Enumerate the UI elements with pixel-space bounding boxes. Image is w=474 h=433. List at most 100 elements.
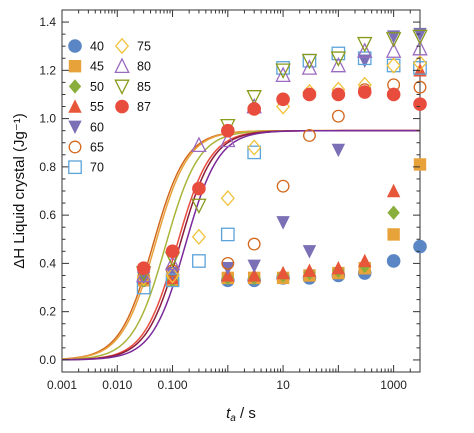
- x-tick-label: 0.010: [102, 378, 132, 392]
- y-tick-label: 0.2: [39, 305, 56, 319]
- data-point-85: [191, 198, 207, 215]
- x-axis-label-main: t: [226, 405, 231, 422]
- data-point-80: [164, 254, 181, 271]
- data-point-75: [247, 139, 262, 156]
- fit-curve: [61, 129, 420, 360]
- data-point-87: [192, 181, 206, 196]
- legend-marker-60: [68, 120, 82, 134]
- data-point-70: [192, 254, 206, 268]
- y-tick-label: 1.4: [39, 15, 56, 29]
- data-point-80: [191, 136, 207, 152]
- data-point-75: [165, 267, 180, 284]
- x-axis-label: ta / s: [226, 405, 256, 424]
- data-point-55: [331, 261, 346, 275]
- y-tick-label: 0.0: [39, 353, 56, 367]
- data-point-60: [247, 259, 261, 274]
- data-point-80: [385, 42, 402, 58]
- x-tick-label: 1000: [380, 378, 407, 392]
- y-tick-label: 1.0: [39, 112, 56, 126]
- data-point-55: [358, 253, 372, 268]
- legend-marker-45: [68, 60, 82, 73]
- x-tick-label: 10: [276, 378, 290, 392]
- data-point-40: [413, 239, 427, 254]
- data-point-80: [301, 59, 318, 75]
- data-point-87: [357, 85, 372, 99]
- legend-marker-87: [115, 99, 129, 114]
- data-point-85: [330, 51, 347, 67]
- data-point-55: [302, 263, 317, 277]
- legend-label: 40: [90, 40, 104, 54]
- x-tick-label: 0.001: [47, 378, 77, 392]
- data-point-87: [221, 123, 235, 138]
- data-point-80: [220, 131, 236, 148]
- data-point-40: [386, 254, 401, 268]
- legend: 40 45 50 55 60 65 70 75 80 85 87: [68, 37, 151, 175]
- data-point-60: [276, 216, 290, 230]
- data-point-87: [247, 102, 261, 116]
- legend-marker-65: [68, 140, 82, 154]
- fit-curve: [61, 129, 420, 361]
- data-point-70: [247, 145, 262, 160]
- data-point-55: [247, 268, 261, 282]
- legend-label: 85: [137, 80, 151, 94]
- data-point-85: [301, 53, 318, 70]
- data-point-75: [386, 57, 401, 74]
- data-point-87: [276, 92, 290, 107]
- data-point-65: [221, 256, 235, 270]
- data-point-85: [275, 63, 291, 79]
- data-point-70: [165, 273, 180, 288]
- fit-curves: [61, 129, 420, 361]
- data-point-60: [302, 245, 317, 259]
- data-point-70: [386, 58, 401, 73]
- legend-label: 55: [90, 100, 104, 114]
- data-point-87: [136, 261, 151, 276]
- data-point-85: [412, 29, 428, 46]
- data-point-80: [275, 66, 291, 83]
- data-point-55: [386, 183, 401, 198]
- data-point-65: [413, 80, 427, 94]
- data-point-45: [413, 158, 427, 171]
- data-point-80: [330, 56, 347, 73]
- data-point-85: [385, 32, 402, 48]
- data-point-45: [387, 228, 400, 241]
- x-tick-label: 0.100: [158, 378, 188, 392]
- data-point-87: [302, 87, 317, 102]
- data-point-65: [247, 237, 261, 251]
- legend-label: 50: [90, 80, 104, 94]
- legend-marker-70: [68, 160, 82, 175]
- x-axis-label-sub: a: [230, 413, 236, 424]
- data-point-70: [413, 61, 427, 75]
- data-point-70: [276, 61, 290, 75]
- legend-marker-80: [114, 57, 130, 74]
- legend-label: 60: [90, 120, 104, 134]
- data-point-87: [413, 97, 427, 111]
- fit-curve: [61, 129, 420, 361]
- data-point-80: [412, 39, 428, 56]
- data-point-87: [386, 87, 401, 102]
- fit-curve: [61, 129, 420, 360]
- data-point-85: [246, 90, 262, 106]
- data-point-60: [358, 54, 372, 68]
- legend-label: 87: [137, 100, 151, 114]
- legend-marker-75: [114, 37, 130, 55]
- y-tick-label: 0.4: [39, 256, 56, 270]
- legend-label: 75: [137, 40, 151, 54]
- y-tick-label: 0.8: [39, 160, 56, 174]
- y-tick-label: 1.2: [39, 63, 56, 77]
- legend-marker-50: [68, 79, 82, 94]
- axis-ticks: 0.001 0.010 0.100 10 1000 0.0 0.2 0.4 0.6 0.8 1.0 1…: [39, 10, 421, 392]
- y-axis-label: ΔH Liquid crystal (Jg⁻¹): [11, 113, 28, 268]
- legend-marker-85: [114, 79, 130, 96]
- data-point-65: [331, 109, 345, 123]
- legend-marker-40: [68, 39, 82, 53]
- fit-curve: [61, 129, 420, 361]
- data-point-50: [387, 205, 400, 220]
- data-point-87: [165, 244, 180, 259]
- data-point-85: [356, 36, 373, 53]
- fit-curve: [61, 129, 420, 361]
- data-point-75: [191, 228, 206, 246]
- x-axis-label-unit: / s: [236, 405, 256, 422]
- data-point-65: [276, 179, 290, 193]
- data-point-65: [303, 129, 316, 142]
